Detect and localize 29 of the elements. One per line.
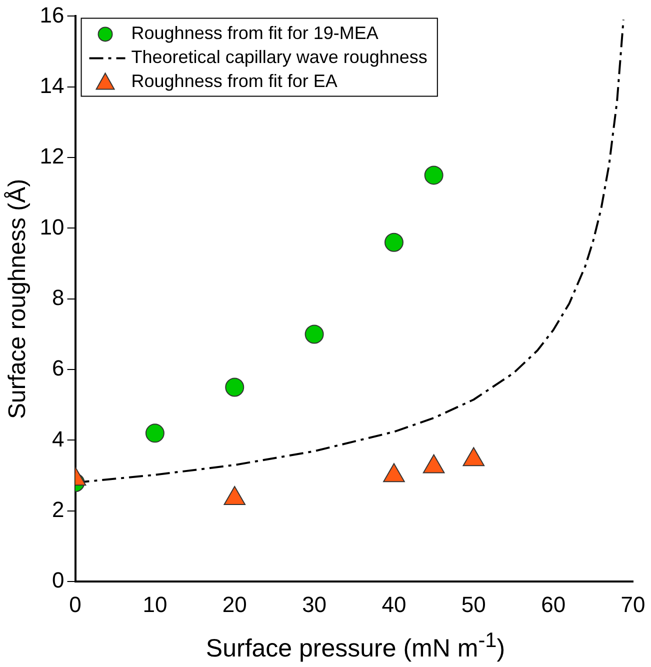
point	[384, 232, 404, 252]
x-axis-title: Surface pressure (mN m$^{-1}$)	[204, 628, 506, 664]
point	[383, 463, 405, 482]
legend-label: Roughness from fit for EA	[131, 71, 338, 92]
y-tick-label: 6	[52, 356, 64, 381]
x-tick-label: 50	[461, 592, 486, 617]
y-tick-label: 14	[40, 72, 64, 98]
y-tick-label: 8	[52, 284, 64, 310]
x-tick-label: 40	[382, 592, 406, 617]
point	[422, 454, 445, 474]
x-tick-label: 0	[69, 592, 82, 617]
x-tick-label: 60	[541, 592, 566, 617]
x-tick-label: 30	[302, 592, 327, 617]
y-tick-label: 16	[40, 2, 64, 28]
point	[424, 166, 444, 185]
y-tick-label: 12	[40, 144, 64, 169]
y-tick-label: 10	[40, 214, 64, 240]
y-tick-label: 4	[52, 426, 64, 452]
legend-label: Roughness from fit for 19-MEA	[131, 23, 378, 44]
y-axis-title: Surface roughness (Å)	[4, 178, 32, 419]
point	[462, 447, 485, 466]
point	[224, 486, 246, 506]
point	[304, 324, 324, 344]
legend-label: Theoretical capillary wave roughness	[131, 47, 428, 68]
x-tick-label: 10	[142, 592, 168, 617]
y-tick-label: 2	[52, 496, 64, 522]
x-tick-label: 70	[620, 592, 646, 617]
x-tick-label: 20	[222, 592, 247, 617]
y-tick-label: 0	[52, 568, 64, 593]
